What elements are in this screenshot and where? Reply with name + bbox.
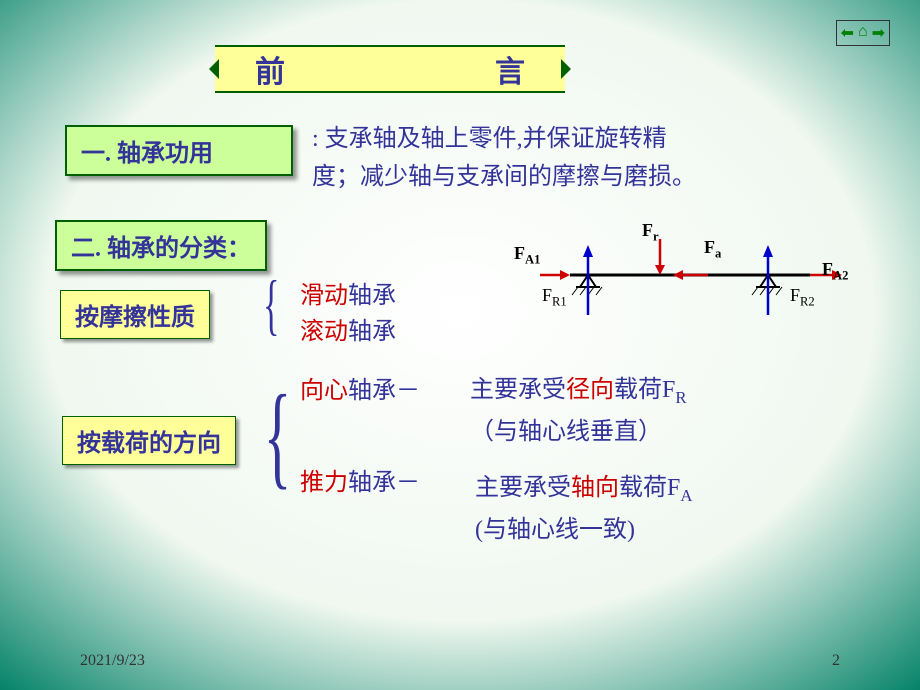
load-opt2: 推力轴承－ <box>300 462 420 497</box>
section2-label: 二. 轴承的分类： <box>71 236 251 262</box>
load-opt1-desc1-red: 径向 <box>566 377 614 403</box>
friction-opt1-red: 滑动 <box>300 283 348 309</box>
force-diagram: Fr Fa FA1 FA2 FR1 FR2 <box>510 225 880 330</box>
friction-opt2-red: 滚动 <box>300 319 348 345</box>
nav-right-icon[interactable]: ➡ <box>872 23 885 43</box>
brace-load: { <box>264 370 292 502</box>
section2-box: 二. 轴承的分类： <box>55 220 267 271</box>
label-fa1: FA1 <box>514 243 540 268</box>
section1-label: 一. 轴承功用 <box>81 141 213 167</box>
load-opt2-desc: 主要承受轴向载荷FA (与轴心线一致) <box>475 468 692 551</box>
brace-friction: { <box>263 265 279 344</box>
label-fr2: FR2 <box>790 285 815 310</box>
load-dir-box: 按载荷的方向 <box>62 416 236 465</box>
load-opt1-desc1b: 载荷F <box>614 377 675 403</box>
background-gradient <box>0 0 920 690</box>
load-opt2-desc1-red: 轴向 <box>571 475 619 501</box>
friction-opt2-rest: 轴承 <box>348 319 396 345</box>
title-char-1: 前 <box>255 47 285 91</box>
nav-home-icon[interactable]: ⌂ <box>858 23 868 43</box>
section1-line1: : 支承轴及轴上零件,并保证旋转精 <box>312 126 667 152</box>
label-fr1: FR1 <box>542 285 567 310</box>
load-opt2-desc1-sub: A <box>680 486 692 505</box>
load-opt1-desc: 主要承受径向载荷FR （与轴心线垂直） <box>470 370 687 453</box>
label-fr: Fr <box>642 220 659 245</box>
friction-box: 按摩擦性质 <box>60 290 210 339</box>
footer-date: 2021/9/23 <box>80 652 145 670</box>
section1-text: : 支承轴及轴上零件,并保证旋转精 度；减少轴与支承间的摩擦与磨损。 <box>312 120 696 197</box>
friction-opt1-rest: 轴承 <box>348 283 396 309</box>
load-opt1: 向心轴承－ <box>300 370 420 405</box>
label-fa: Fa <box>704 237 721 262</box>
load-opt2-desc1a: 主要承受 <box>475 475 571 501</box>
slide: ⬅ ⌂ ➡ 前 言 一. 轴承功用 : 支承轴及轴上零件,并保证旋转精 度；减少… <box>0 0 920 690</box>
load-opt2-desc1b: 载荷F <box>619 475 680 501</box>
load-opt1-desc1a: 主要承受 <box>470 377 566 403</box>
friction-label: 按摩擦性质 <box>75 305 195 331</box>
load-opt1-desc1-sub: R <box>675 388 686 407</box>
title-char-2: 言 <box>495 47 525 91</box>
load-opt2-rest: 轴承－ <box>348 470 420 496</box>
load-dir-label: 按载荷的方向 <box>77 431 221 457</box>
load-opt2-desc2: (与轴心线一致) <box>475 517 635 543</box>
load-opt1-red: 向心 <box>300 378 348 404</box>
footer-page: 2 <box>832 652 840 670</box>
load-opt2-red: 推力 <box>300 470 348 496</box>
load-opt1-rest: 轴承－ <box>348 378 420 404</box>
page-title: 前 言 <box>215 45 565 93</box>
friction-options: 滑动轴承 滚动轴承 <box>300 278 396 350</box>
label-fa2: FA2 <box>822 259 848 284</box>
nav-icons: ⬅ ⌂ ➡ <box>836 20 890 46</box>
load-opt1-desc2: （与轴心线垂直） <box>470 419 662 445</box>
nav-left-icon[interactable]: ⬅ <box>841 23 854 43</box>
section1-box: 一. 轴承功用 <box>65 125 293 176</box>
section1-line2: 度；减少轴与支承间的摩擦与磨损。 <box>312 164 696 190</box>
